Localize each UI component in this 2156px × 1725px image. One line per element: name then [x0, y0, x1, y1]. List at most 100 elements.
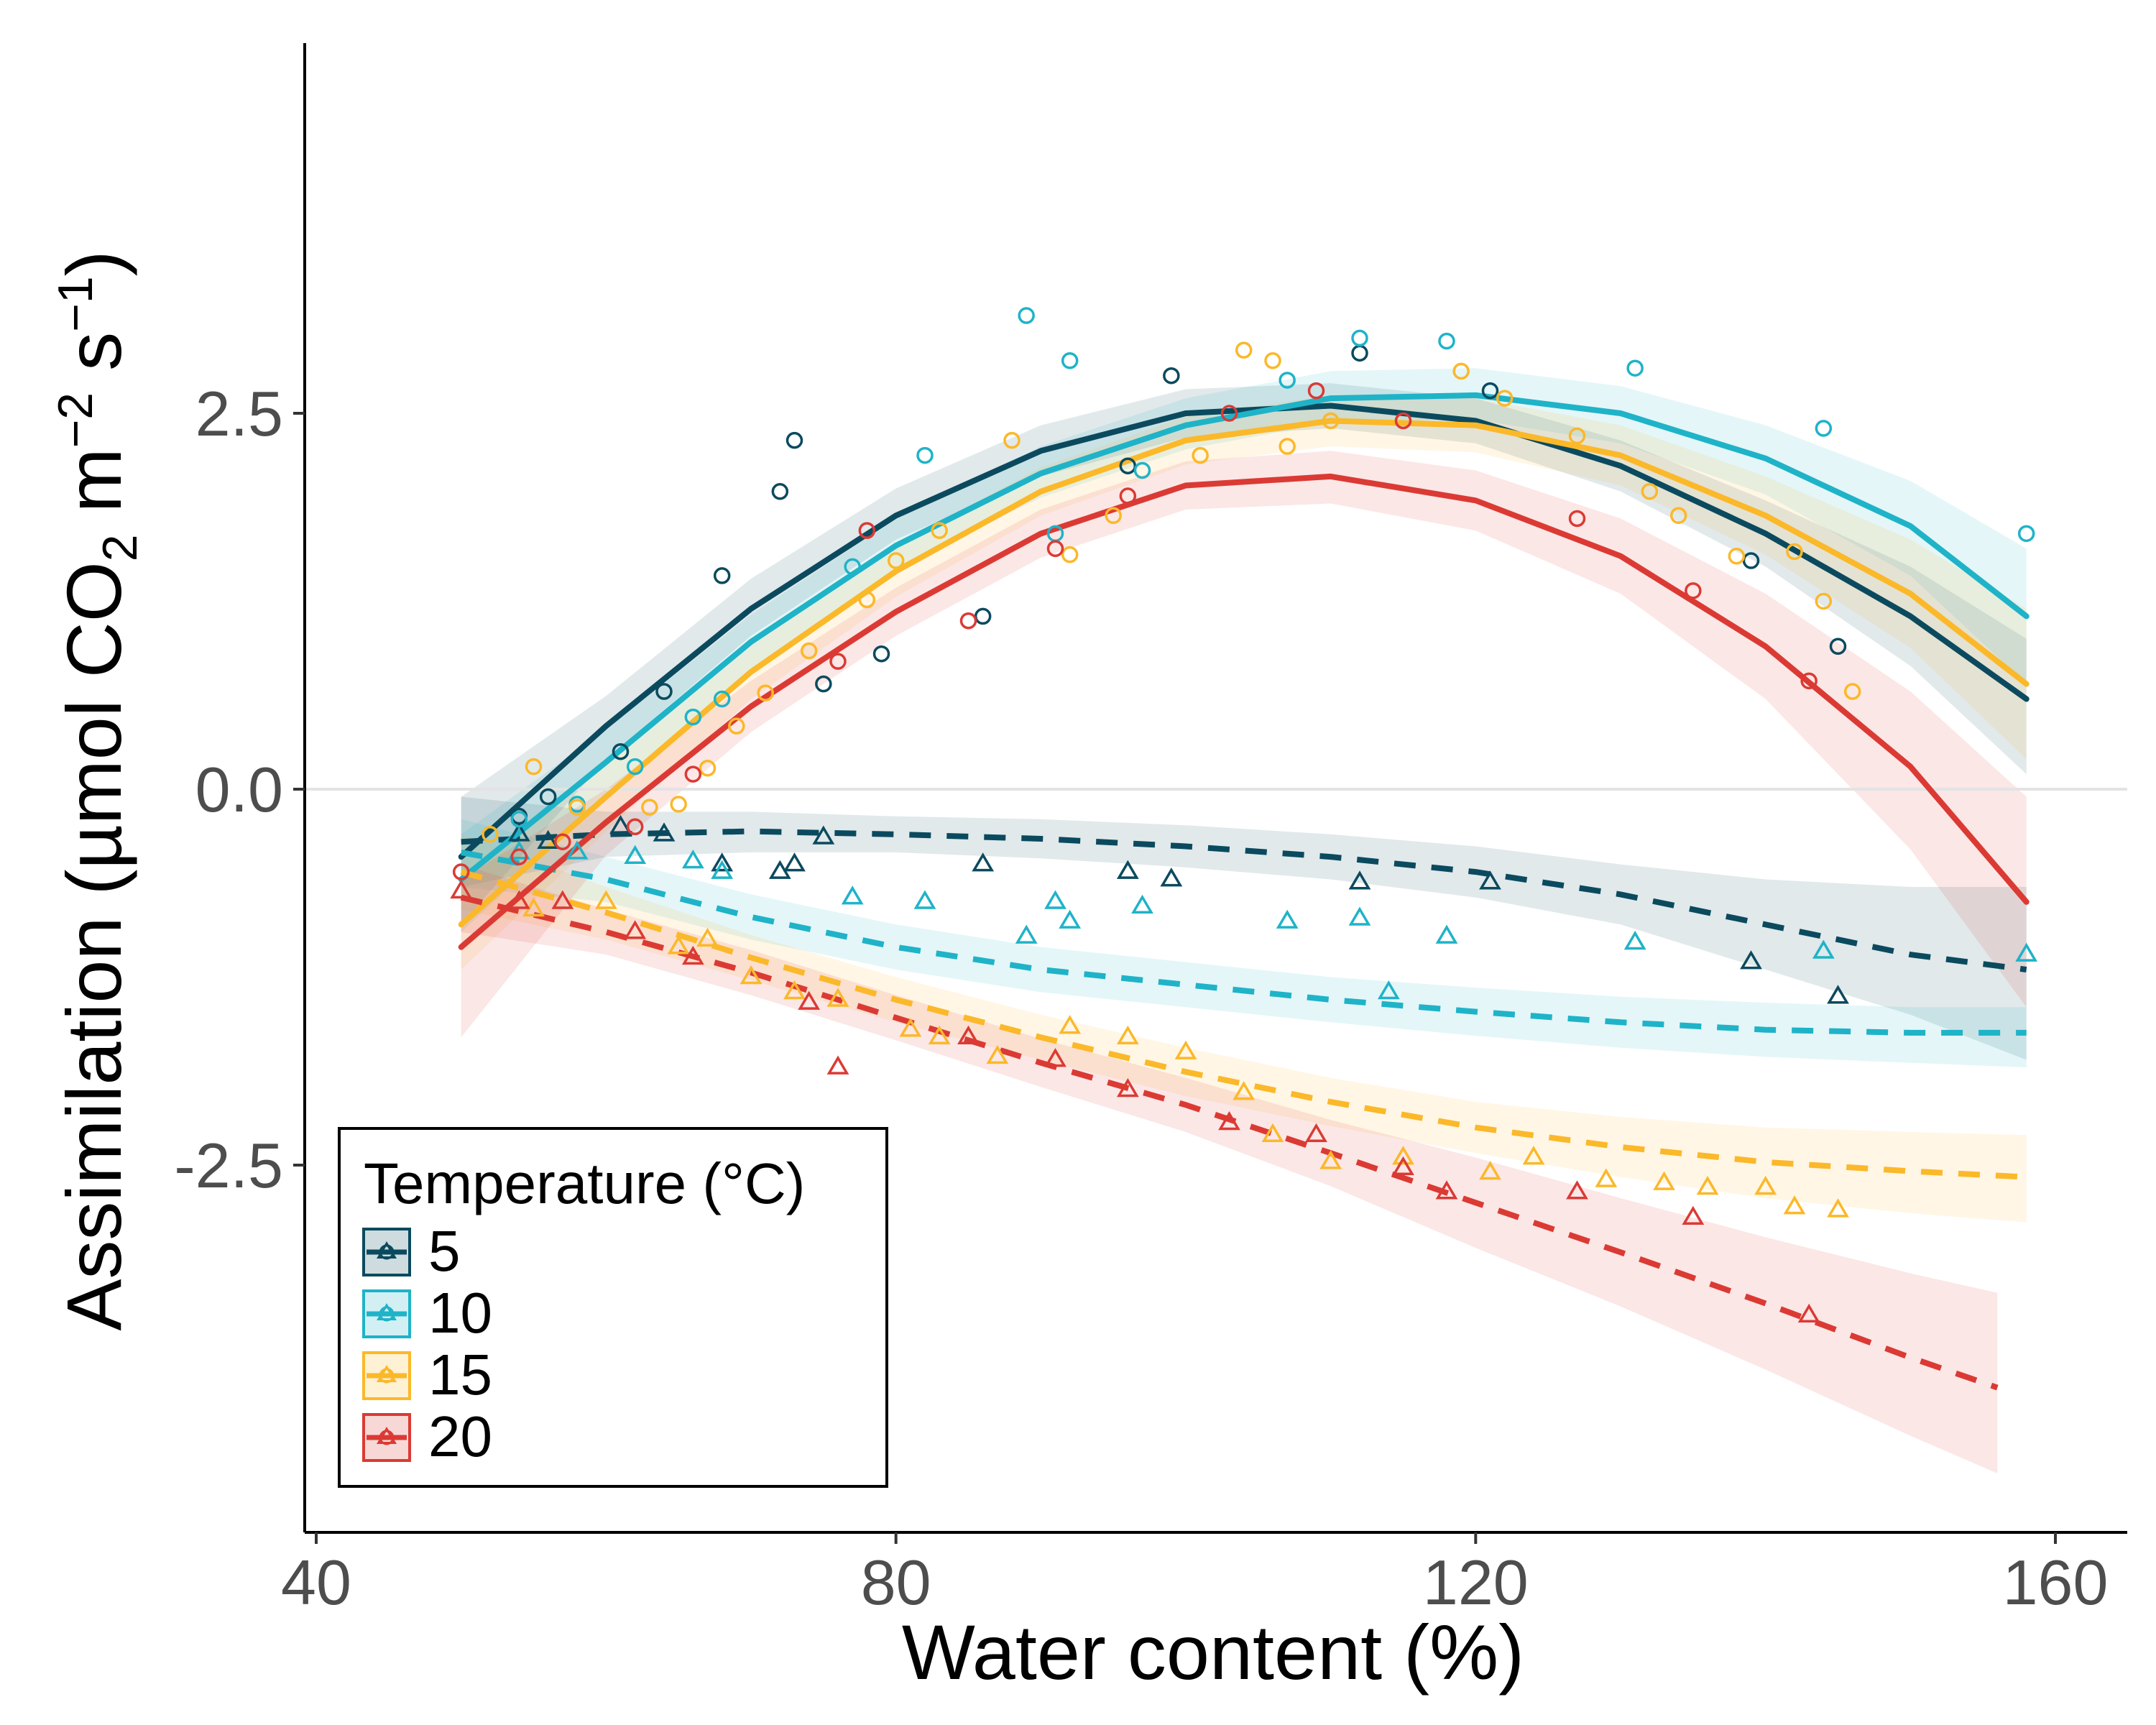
data-point-triangle-10 [566, 840, 589, 860]
x-axis-title: Water content (%) [902, 1609, 1524, 1696]
legend-key-triangle-10 [376, 1303, 397, 1320]
data-point-circle-15 [1192, 446, 1209, 464]
data-point-circle-15 [1728, 547, 1746, 565]
data-point-circle-10 [844, 558, 861, 576]
data-point-triangle-5 [1479, 870, 1501, 890]
data-point-triangle-10 [1131, 894, 1153, 914]
data-point-circle-20 [452, 863, 470, 880]
y-axis-title-part: ) [50, 250, 137, 276]
data-point-triangle-10 [1348, 906, 1371, 926]
data-point-triangle-15 [1827, 1198, 1849, 1218]
data-point-circle-20 [1119, 487, 1137, 505]
data-point-circle-5 [786, 431, 803, 449]
data-point-circle-10 [684, 708, 702, 726]
data-point-triangle-20 [1566, 1180, 1588, 1200]
data-point-circle-15 [800, 642, 818, 660]
data-point-triangle-15 [783, 980, 806, 1000]
data-point-triangle-5 [653, 822, 676, 842]
data-point-circle-5 [872, 645, 890, 663]
data-point-circle-10 [1018, 307, 1035, 324]
data-point-triangle-15 [1653, 1171, 1675, 1190]
data-point-triangle-15 [826, 988, 849, 1007]
data-point-triangle-15 [1696, 1175, 1719, 1195]
data-point-circle-20 [1568, 510, 1586, 528]
x-tick-label: 80 [861, 1547, 931, 1618]
data-point-triangle-20 [507, 890, 530, 909]
legend-key-triangle-5 [376, 1241, 397, 1259]
data-point-triangle-20 [1305, 1123, 1327, 1142]
legend-key-circle-5 [379, 1244, 395, 1260]
data-point-triangle-5 [1827, 985, 1849, 1004]
data-point-circle-15 [641, 799, 658, 816]
data-point-triangle-10 [681, 849, 704, 869]
data-point-circle-15 [1568, 427, 1586, 445]
fit-line-triangle-10 [460, 849, 2027, 1036]
data-point-circle-15 [1105, 507, 1122, 525]
x-tick-label: 160 [2003, 1547, 2109, 1618]
data-point-circle-10 [510, 811, 528, 828]
data-point-circle-15 [728, 717, 745, 735]
data-point-triangle-10 [1812, 939, 1835, 959]
data-point-circle-10 [626, 758, 644, 776]
data-point-circle-15 [1843, 683, 1861, 700]
data-point-circle-15 [931, 522, 948, 539]
data-point-triangle-20 [450, 879, 473, 899]
data-point-triangle-15 [1233, 1081, 1256, 1100]
confidence-band-upper-15 [461, 395, 2027, 970]
y-axis-title-sup: −1 [48, 276, 103, 332]
data-point-triangle-20 [1797, 1303, 1820, 1323]
data-point-circle-5 [1829, 638, 1847, 656]
data-point-circle-15 [1496, 390, 1514, 407]
data-point-triangle-20 [826, 1055, 849, 1075]
data-point-triangle-15 [696, 927, 719, 947]
data-point-triangle-5 [1160, 868, 1183, 887]
data-point-triangle-5 [972, 852, 995, 872]
data-point-circle-20 [858, 522, 876, 539]
y-tick-label: 2.5 [195, 378, 283, 449]
data-point-circle-15 [1669, 507, 1687, 525]
x-tick-label: 40 [281, 1547, 351, 1618]
data-point-circle-15 [1264, 352, 1281, 369]
data-point-circle-15 [482, 826, 499, 843]
data-point-triangle-15 [1595, 1168, 1618, 1187]
data-point-triangle-20 [1392, 1156, 1414, 1175]
confidence-band-upper-10 [461, 368, 2027, 932]
data-point-triangle-10 [1435, 924, 1458, 944]
data-point-triangle-5 [711, 852, 734, 872]
data-point-triangle-15 [928, 1025, 951, 1044]
data-point-circle-5 [1119, 457, 1137, 474]
data-point-triangle-10 [1015, 924, 1038, 944]
confidence-band-lower-20 [461, 864, 1998, 1473]
data-point-triangle-15 [1116, 1025, 1139, 1044]
data-point-circle-5 [539, 788, 557, 806]
legend-label-20: 20 [428, 1404, 492, 1468]
data-point-triangle-5 [1116, 860, 1139, 879]
y-axis-title-sub: 2 [93, 534, 147, 561]
data-point-triangle-20 [798, 990, 821, 1010]
data-point-circle-5 [974, 607, 992, 625]
data-point-triangle-5 [609, 814, 632, 834]
data-point-circle-10 [1133, 461, 1151, 479]
data-point-circle-20 [1220, 405, 1238, 422]
data-point-triangle-10 [1377, 980, 1400, 1000]
axis-ticks: 40 80 120 160 2.5 0.0 -2.5 [174, 378, 2108, 1618]
legend-key-triangle-20 [376, 1427, 397, 1444]
data-point-triangle-15 [1522, 1146, 1545, 1165]
data-point-circle-15 [670, 796, 687, 813]
fit-line-triangle-20 [460, 894, 1999, 1391]
data-point-circle-15 [1641, 483, 1659, 500]
data-point-circle-15 [1815, 592, 1833, 610]
data-point-triangle-10 [711, 860, 734, 879]
data-point-circle-20 [554, 833, 571, 850]
legend-key-circle-20 [379, 1430, 395, 1445]
legend-label-10: 10 [428, 1281, 492, 1345]
fit-line-triangle-15 [460, 869, 2027, 1180]
data-point-triangle-15 [1319, 1150, 1342, 1169]
data-point-triangle-20 [1682, 1205, 1705, 1225]
data-point-circle-15 [1786, 543, 1803, 561]
data-point-triangle-20 [551, 890, 574, 909]
data-point-triangle-10 [1276, 909, 1299, 929]
data-point-triangle-15 [1261, 1123, 1284, 1142]
data-point-circle-5 [713, 567, 731, 584]
data-point-circle-10 [1279, 372, 1296, 389]
